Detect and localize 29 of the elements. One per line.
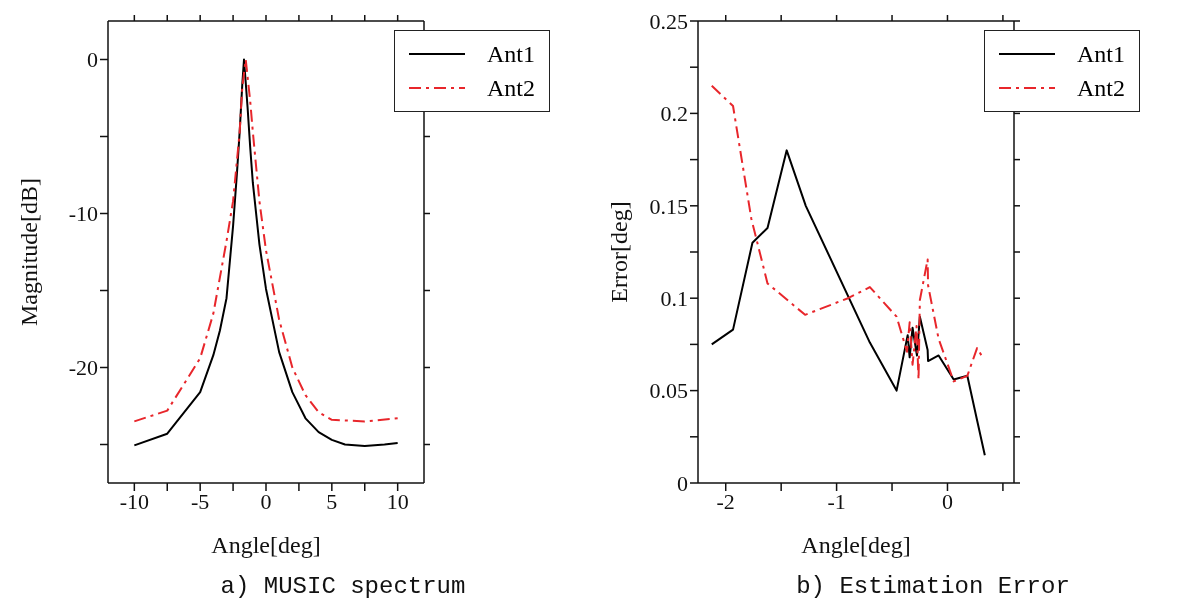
text: b) Estimation Error <box>795 573 1071 600</box>
legend-label: Ant2 <box>487 74 535 103</box>
line-series <box>710 149 986 457</box>
text: a) MUSIC spectrum <box>219 573 467 600</box>
y-tick-label: -10 <box>68 201 98 227</box>
x-tick-label: 0 <box>260 488 272 514</box>
line-series <box>710 84 984 383</box>
y-tick-label: 0.05 <box>649 378 688 404</box>
y-axis-title: Error[deg] <box>605 201 632 303</box>
y-tick-label: 0.2 <box>660 101 688 127</box>
legend-label: Ant1 <box>487 40 535 69</box>
x-tick-label: 5 <box>326 488 338 514</box>
y-tick-label: 0 <box>87 47 98 73</box>
y-tick-label: 0.1 <box>660 286 688 312</box>
x-tick-label: -5 <box>191 488 210 514</box>
y-tick-label: 0 <box>677 470 688 496</box>
y-tick-label: -20 <box>68 355 98 381</box>
legend-label: Ant1 <box>1077 40 1125 69</box>
x-tick-label: -10 <box>119 488 149 514</box>
y-axis-title: Magnitude[dB] <box>15 178 42 326</box>
y-tick-label: 0.25 <box>649 8 688 34</box>
x-tick-label: 10 <box>386 488 409 514</box>
y-tick-label: 0.15 <box>649 193 688 219</box>
x-tick-label: -2 <box>716 488 735 514</box>
legend-label: Ant2 <box>1077 74 1125 103</box>
x-tick-label: -1 <box>827 488 846 514</box>
x-axis-title: Angle[deg] <box>801 532 911 558</box>
x-axis-title: Angle[deg] <box>211 532 321 558</box>
x-tick-label: 0 <box>941 488 953 514</box>
